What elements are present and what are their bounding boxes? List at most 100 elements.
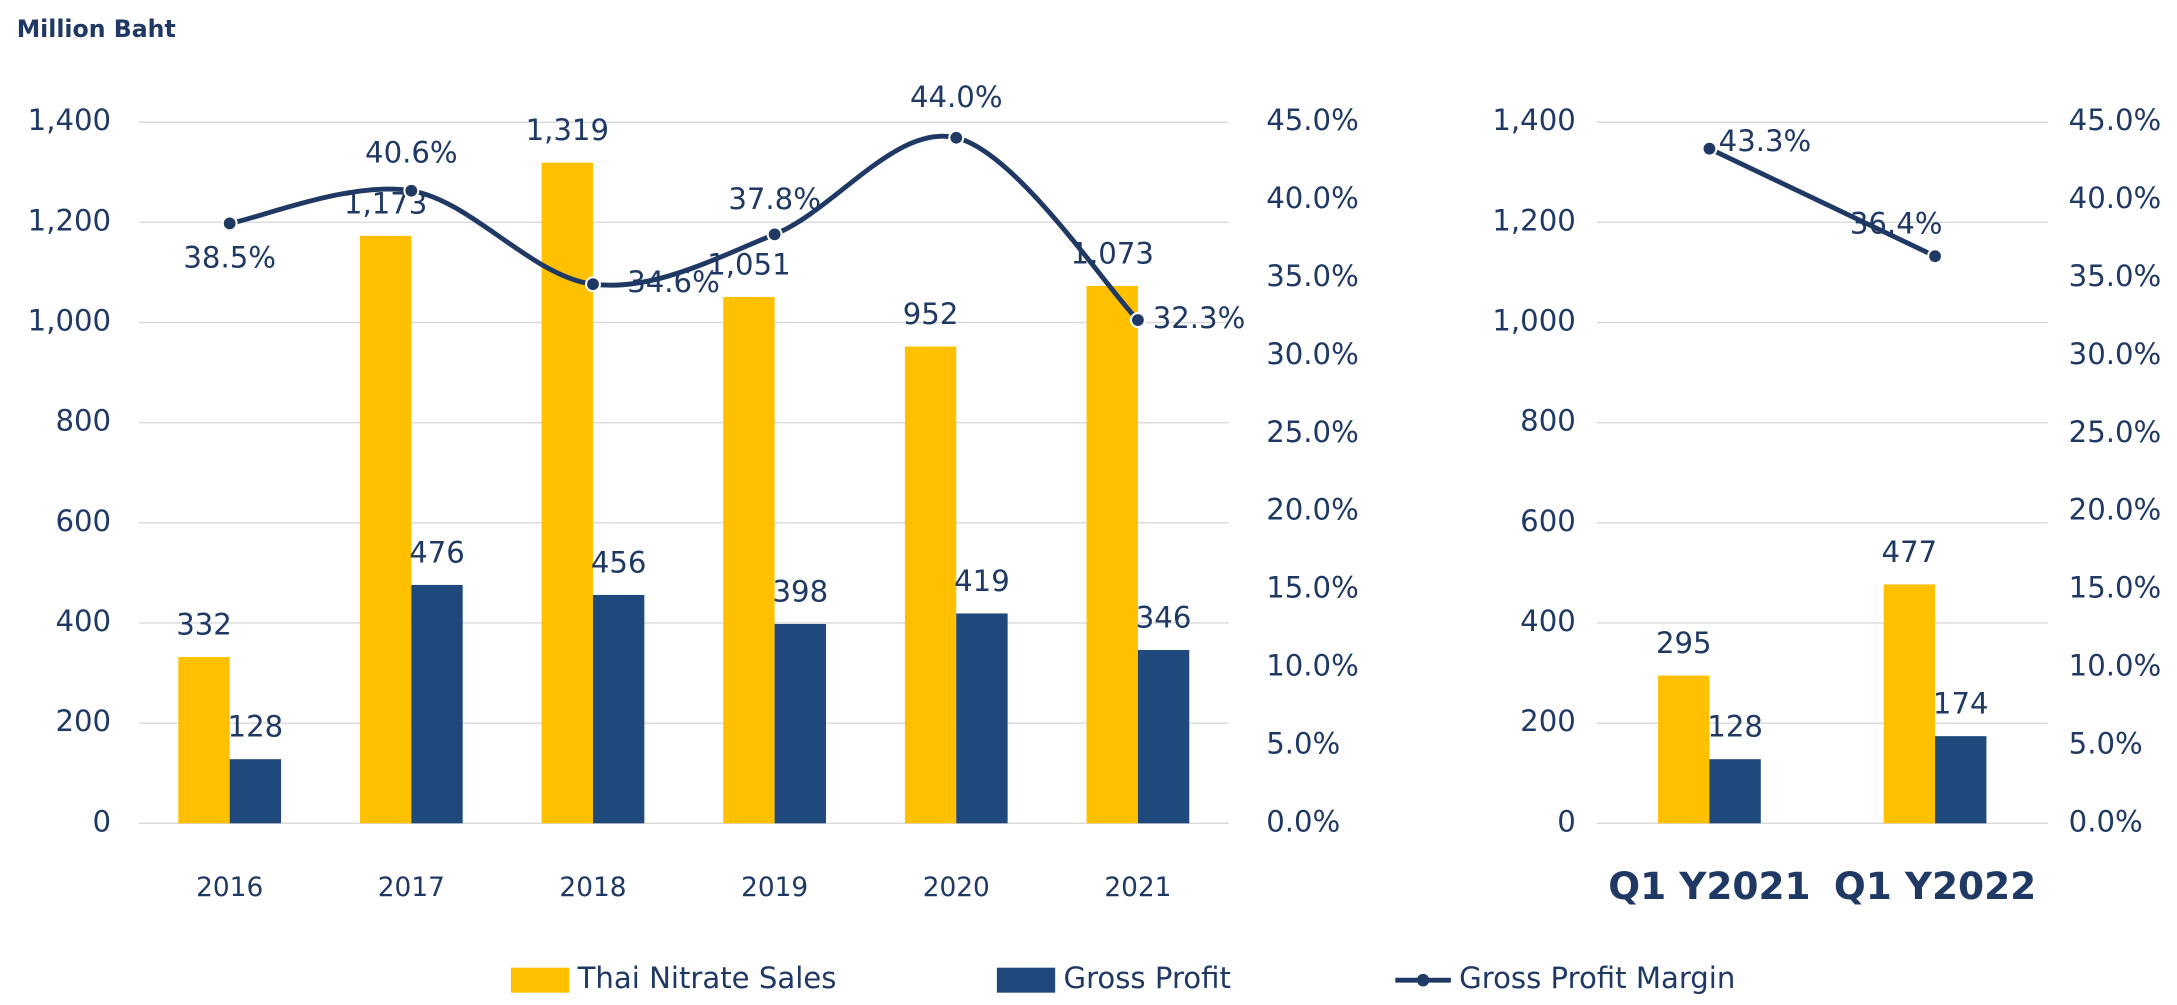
bar-value-label: 952 xyxy=(903,297,959,331)
x-tick-label: 2018 xyxy=(559,873,626,903)
line-value-label: 37.8% xyxy=(728,182,821,216)
y-tick-label: 800 xyxy=(1520,404,1576,438)
y2-tick-label: 40.0% xyxy=(1266,181,1359,215)
line-value-label: 34.6% xyxy=(627,265,720,299)
bar-value-label: 1,051 xyxy=(707,247,790,281)
y2-tick-label: 10.0% xyxy=(1266,648,1359,682)
y2-tick-label: 20.0% xyxy=(2069,493,2162,527)
bar xyxy=(1086,285,1138,824)
bar xyxy=(956,613,1008,824)
legend-swatch xyxy=(996,967,1056,993)
y2-tick-label: 15.0% xyxy=(1266,571,1359,605)
y-tick-label: 400 xyxy=(1520,604,1576,638)
y-tick-label: 600 xyxy=(55,504,111,538)
x-tick-label: 2020 xyxy=(923,873,990,903)
x-tick-label: 2017 xyxy=(378,873,445,903)
line-marker xyxy=(221,215,238,232)
line xyxy=(1708,146,1937,259)
line-marker xyxy=(584,276,601,293)
bar xyxy=(229,759,282,824)
legend-label: Thai Nitrate Sales xyxy=(577,961,837,995)
y2-tick-label: 25.0% xyxy=(2069,415,2162,449)
y-tick-label: 1,400 xyxy=(28,103,111,137)
y-tick-label: 200 xyxy=(1520,704,1576,738)
y-tick-label: 800 xyxy=(55,404,111,438)
bar xyxy=(592,594,645,824)
y2-tick-label: 30.0% xyxy=(1266,337,1359,371)
y2-tick-label: 35.0% xyxy=(2069,259,2162,293)
bar-value-label: 398 xyxy=(772,574,828,608)
bar-value-label: 128 xyxy=(1707,710,1763,744)
line-value-label: 44.0% xyxy=(910,80,1003,114)
y2-tick-label: 10.0% xyxy=(2069,648,2162,682)
bar xyxy=(723,296,775,824)
y-tick-label: 600 xyxy=(1520,504,1576,538)
legend-label: Gross Profit Margin xyxy=(1459,961,1735,995)
bar-value-label: 477 xyxy=(1882,535,1938,569)
line-value-label: 32.3% xyxy=(1153,301,1246,335)
y2-tick-label: 5.0% xyxy=(1266,726,1340,760)
bar-value-label: 456 xyxy=(591,545,647,579)
y-axis-title: Million Baht xyxy=(17,15,176,43)
bar xyxy=(411,584,463,824)
x-tick-label: Q1 Y2022 xyxy=(1834,864,2036,908)
y-tick-label: 400 xyxy=(55,604,111,638)
bar-value-label: 476 xyxy=(409,535,465,569)
bar xyxy=(178,657,230,824)
line xyxy=(229,133,1140,322)
bar xyxy=(1935,736,1987,824)
bar xyxy=(1137,650,1190,824)
y2-tick-label: 15.0% xyxy=(2069,571,2162,605)
bar-value-label: 419 xyxy=(954,564,1010,598)
bar-value-label: 128 xyxy=(228,710,284,744)
y2-tick-label: 40.0% xyxy=(2069,181,2162,215)
y-tick-label: 1,000 xyxy=(1492,303,1575,337)
legend-label: Gross Profit xyxy=(1064,961,1231,995)
bar xyxy=(774,623,826,824)
bar xyxy=(541,162,593,824)
bar xyxy=(904,346,957,824)
x-tick-label: 2016 xyxy=(196,873,263,903)
legend-swatch xyxy=(510,967,570,993)
line-marker xyxy=(1701,140,1718,157)
bar-value-label: 295 xyxy=(1656,626,1712,660)
y2-tick-label: 45.0% xyxy=(1266,103,1359,137)
bar xyxy=(1709,759,1761,824)
y2-tick-label: 25.0% xyxy=(1266,415,1359,449)
bar xyxy=(1883,584,1936,824)
bar-value-label: 346 xyxy=(1136,600,1192,634)
line-marker xyxy=(948,129,965,146)
bar-value-label: 332 xyxy=(176,607,232,641)
y-tick-label: 0 xyxy=(93,804,112,838)
y2-tick-label: 0.0% xyxy=(1266,804,1340,838)
y-tick-label: 1,000 xyxy=(28,303,111,337)
y2-tick-label: 30.0% xyxy=(2069,337,2162,371)
legend-marker xyxy=(1416,973,1430,987)
y-tick-label: 1,200 xyxy=(1492,203,1575,237)
line-marker xyxy=(1927,248,1944,265)
y2-tick-label: 20.0% xyxy=(1266,493,1359,527)
y2-tick-label: 45.0% xyxy=(2069,103,2162,137)
line-marker xyxy=(403,182,420,199)
bar xyxy=(1658,675,1710,824)
y-tick-label: 0 xyxy=(1557,804,1576,838)
bar xyxy=(359,235,412,824)
line-marker xyxy=(766,226,783,243)
line-value-label: 36.4% xyxy=(1850,207,1943,241)
y-tick-label: 1,200 xyxy=(28,203,111,237)
bar-value-label: 174 xyxy=(1933,687,1989,721)
y-tick-label: 1,400 xyxy=(1492,103,1575,137)
y2-tick-label: 0.0% xyxy=(2069,804,2143,838)
line-value-label: 40.6% xyxy=(365,136,458,170)
bar-value-label: 1,319 xyxy=(526,113,609,147)
y-tick-label: 200 xyxy=(55,704,111,738)
x-tick-label: Q1 Y2021 xyxy=(1608,864,1810,908)
line-marker xyxy=(1129,312,1146,329)
line-value-label: 43.3% xyxy=(1719,124,1812,158)
y2-tick-label: 5.0% xyxy=(2069,726,2143,760)
x-tick-label: 2019 xyxy=(741,873,808,903)
y2-tick-label: 35.0% xyxy=(1266,259,1359,293)
x-tick-label: 2021 xyxy=(1104,873,1171,903)
line-value-label: 38.5% xyxy=(183,241,276,275)
